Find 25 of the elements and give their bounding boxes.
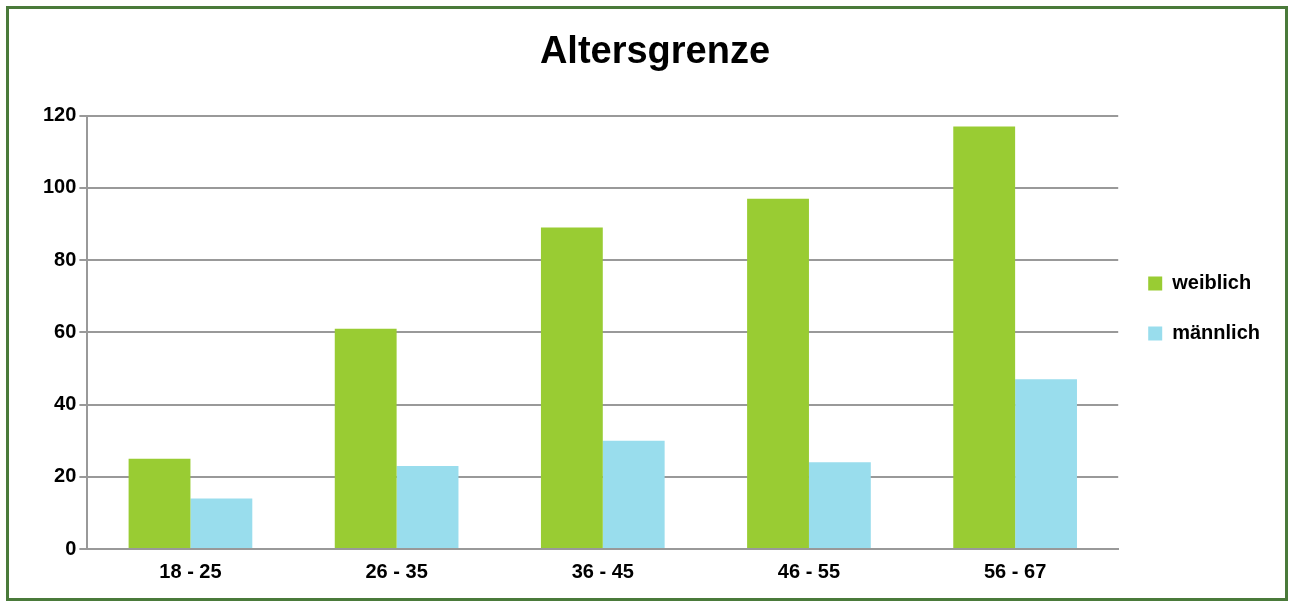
y-tick-label: 80 [54,247,77,270]
y-tick-label: 20 [54,464,77,487]
bar [540,227,603,548]
bar [1015,379,1077,548]
bar [953,126,1016,548]
x-tick-label: 36 - 45 [571,559,634,582]
bar [602,440,665,548]
bar [334,328,397,548]
x-tick-label: 18 - 25 [159,559,222,582]
legend-label: weiblich [1171,271,1252,294]
y-tick-label: 0 [65,536,77,559]
bar [128,458,191,548]
x-tick-label: 56 - 67 [983,559,1047,582]
y-tick-label: 100 [42,175,77,198]
chart-title: Altersgrenze [539,29,771,72]
bar [747,198,809,548]
bar [808,462,871,548]
bar [190,498,253,548]
y-tick-label: 60 [54,319,77,342]
x-tick-label: 46 - 55 [777,559,841,582]
x-tick-label: 26 - 35 [365,559,428,582]
legend-label: männlich [1172,321,1260,344]
bar [396,465,459,548]
y-tick-label: 120 [42,103,77,126]
y-tick-label: 40 [54,392,77,415]
